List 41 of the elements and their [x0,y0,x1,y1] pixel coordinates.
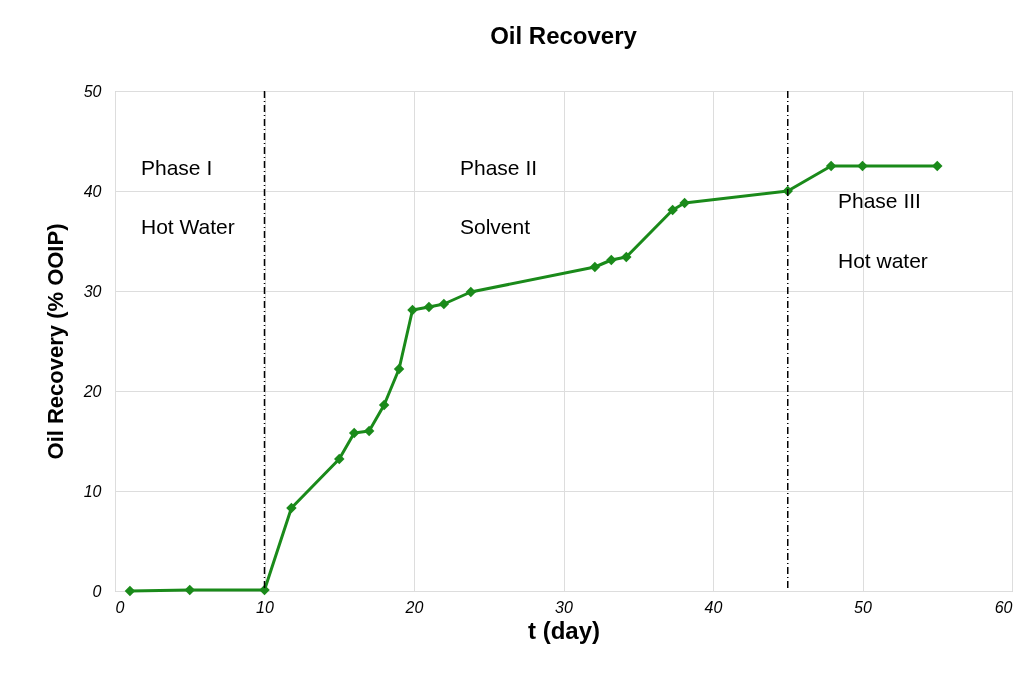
y-tick-label: 30 [83,282,102,300]
point [857,160,868,172]
y-tick-label: 0 [92,582,102,600]
x-tick-label: 30 [555,598,573,616]
y-axis-title: Oil Recovery (% OOIP) [42,223,68,460]
point [589,261,601,273]
point [286,502,297,514]
point [465,286,477,298]
annotation: Hot water [838,249,928,272]
point [667,204,678,216]
y-tick-label: 10 [83,482,102,500]
x-tick-label: 0 [115,598,125,616]
point [932,160,943,172]
point [438,298,450,310]
x-tick-label: 50 [854,598,872,616]
point [679,197,690,209]
y-tick-label: 40 [83,182,102,200]
point [184,584,195,596]
point [423,301,435,313]
point [378,399,390,411]
annotation: Hot Water [141,215,235,238]
point [348,427,360,439]
chart-title: Oil Recovery [490,22,638,49]
x-tick-label: 40 [704,598,723,616]
point [393,363,405,375]
point [363,425,375,437]
point [621,251,632,263]
x-tick-label: 20 [404,598,424,616]
x-tick-label: 10 [256,598,274,616]
x-tick-label: 60 [994,598,1013,616]
annotation: Solvent [460,215,531,238]
point [606,254,617,266]
annotation: Phase III [838,189,921,212]
point [334,453,345,465]
annotation: Phase I [141,156,213,179]
point [825,160,837,172]
y-tick-label: 50 [83,82,102,100]
x-axis-title: t (day) [528,616,600,644]
point [407,304,418,316]
y-tick-label: 20 [82,382,102,400]
annotation: Phase II [460,156,538,179]
